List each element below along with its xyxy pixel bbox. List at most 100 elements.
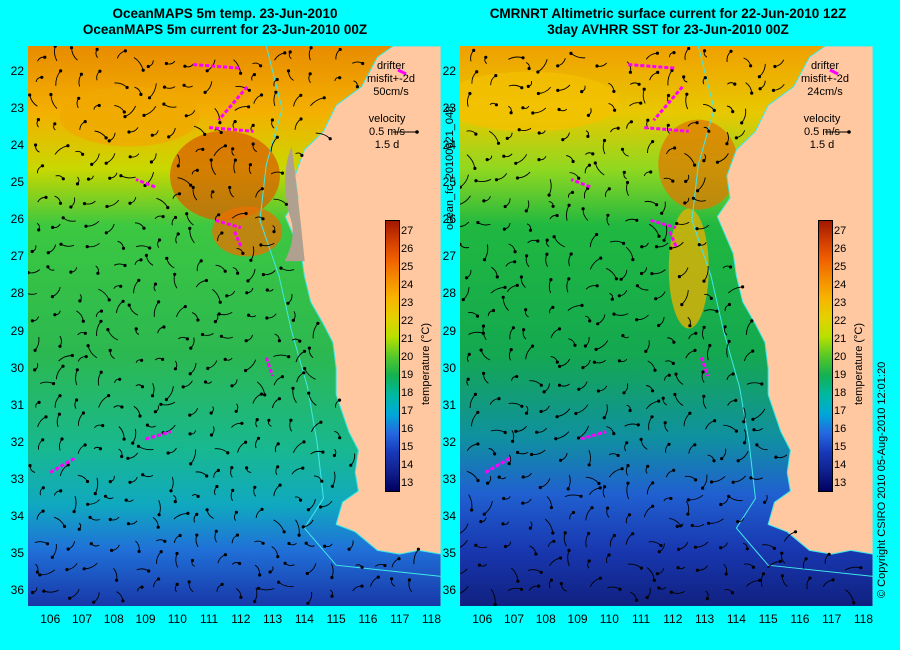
vector-head [140, 358, 144, 362]
vector-head [53, 313, 57, 317]
vector-head [245, 466, 249, 470]
drifter-track [628, 63, 677, 70]
vector-head [283, 561, 287, 565]
vector-head [244, 440, 248, 444]
vector-head [494, 178, 499, 182]
vector-head [43, 55, 47, 59]
vector-head [479, 348, 483, 352]
vector-head [214, 529, 218, 533]
vector-head [476, 442, 480, 446]
vector-head [253, 485, 257, 489]
vector-head [482, 371, 486, 375]
vector-head [549, 506, 553, 510]
left-colorbar-title: temperature (°C) [420, 322, 432, 405]
colorbar-tick-label: 18 [834, 387, 847, 399]
vector-head [586, 134, 590, 138]
vector-head [173, 272, 177, 276]
vector-head [580, 90, 584, 94]
vector-head [635, 598, 639, 602]
vector-head [28, 93, 32, 97]
right-velocity-days: 1.5 d [809, 139, 835, 151]
vector-head [513, 260, 517, 264]
vector-head [323, 544, 327, 548]
colorbar-tick-label: 23 [834, 297, 847, 309]
vector-head [186, 511, 190, 515]
vector-head [760, 382, 764, 386]
vector-head [213, 320, 217, 324]
lon-tick-label: 117 [822, 612, 842, 626]
colorbar-tick-label: 13 [834, 477, 847, 489]
vector-head [270, 118, 274, 122]
vector-head [40, 75, 44, 79]
vector-head [493, 602, 497, 606]
vector-head [299, 117, 303, 121]
drifter-track [570, 178, 591, 189]
vector-head [252, 73, 256, 77]
vector-head [646, 464, 650, 468]
copyright-label: © Copyright CSIRO 2010 05-Aug-2010 12:01… [876, 361, 888, 598]
vector-head [702, 279, 706, 283]
vector-head [209, 433, 214, 437]
vector-head [176, 232, 180, 236]
vector-head [253, 599, 257, 604]
vector-head [223, 269, 227, 273]
colorbar-tick-label: 21 [834, 333, 847, 345]
vector-head [196, 494, 200, 498]
vector-head [279, 266, 283, 270]
vector-head [247, 88, 251, 92]
vector-head [95, 47, 99, 51]
vector-head [41, 486, 45, 490]
vector-head [586, 113, 590, 117]
vector-head [715, 160, 720, 164]
left-velocity-label: velocity [368, 113, 406, 125]
vector-head [545, 238, 549, 242]
vector-head [511, 326, 515, 330]
vector-head [693, 348, 697, 352]
vector-head [249, 258, 253, 262]
vector-head [181, 385, 185, 389]
lat-tick-label: 22 [442, 63, 456, 78]
lat-tick-label: 28 [442, 286, 456, 301]
lat-tick-label: 28 [10, 286, 24, 301]
vector-head [675, 524, 679, 528]
vector-head [284, 202, 288, 206]
vector-head [755, 443, 759, 447]
vector-head [141, 473, 145, 477]
vector-head [603, 485, 607, 489]
vector-head [189, 462, 193, 466]
vector-head [280, 171, 284, 175]
vector-head [153, 410, 157, 414]
vector-head [660, 211, 664, 215]
vector-head [70, 353, 74, 358]
vector-head [209, 411, 213, 415]
lon-tick-label: 118 [421, 612, 442, 626]
vector-head [513, 250, 517, 254]
vector-head [503, 544, 508, 549]
vector-head [349, 463, 353, 467]
vector-head [42, 589, 46, 593]
vector-head [200, 332, 205, 337]
vector-head [651, 504, 655, 508]
vector-head [650, 389, 655, 393]
vector-head [99, 319, 103, 323]
vector-head [360, 565, 364, 569]
vector-head [579, 494, 583, 498]
vector-head [780, 551, 784, 555]
vector-head [302, 371, 306, 375]
vector-head [511, 439, 515, 443]
vector-head [90, 162, 94, 166]
vector-head [702, 394, 706, 398]
drifter-track [580, 430, 607, 441]
vector-head [86, 177, 91, 181]
vector-head [606, 213, 610, 217]
left-title-line1: OceanMAPS 5m temp. 23-Jun-2010 [112, 6, 338, 21]
vector-head [859, 566, 863, 570]
vector-head [83, 331, 87, 335]
velocity-legend-head [415, 130, 419, 134]
vector-head [491, 308, 496, 313]
vector-head [526, 84, 530, 88]
vector-head [580, 303, 584, 307]
vector-head [694, 478, 698, 482]
vector-head [655, 203, 659, 207]
vector-head [482, 199, 486, 203]
